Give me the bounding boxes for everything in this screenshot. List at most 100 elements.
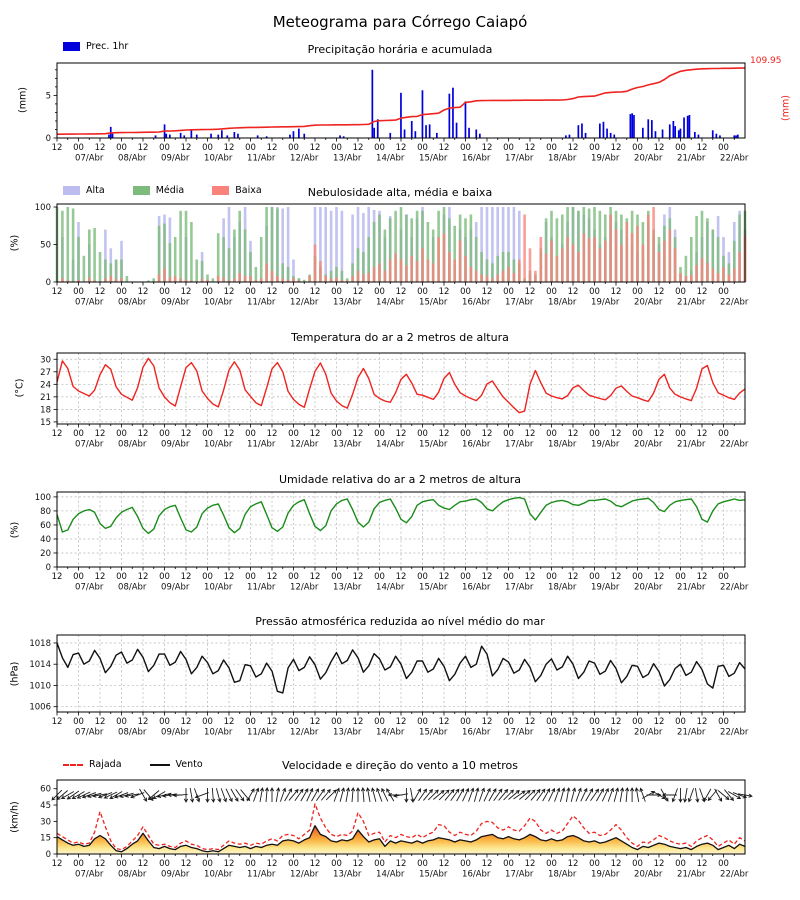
svg-text:12: 12 [482, 717, 493, 727]
svg-text:15: 15 [40, 418, 51, 428]
svg-text:00: 00 [503, 859, 514, 869]
svg-text:00: 00 [589, 287, 600, 297]
svg-text:12: 12 [267, 859, 278, 869]
media-swatch-icon [132, 186, 150, 195]
svg-text:12/Abr: 12/Abr [290, 154, 319, 164]
gust-line [56, 803, 746, 851]
svg-text:14/Abr: 14/Abr [376, 870, 405, 880]
svg-text:11/Abr: 11/Abr [247, 583, 276, 593]
svg-text:00: 00 [73, 429, 84, 439]
svg-text:50: 50 [40, 241, 51, 251]
svg-text:19/Abr: 19/Abr [591, 298, 620, 308]
svg-text:09/Abr: 09/Abr [161, 583, 190, 593]
svg-text:12: 12 [697, 143, 708, 153]
svg-text:12: 12 [482, 429, 493, 439]
svg-text:12: 12 [95, 572, 106, 582]
svg-text:00: 00 [245, 717, 256, 727]
cloud-bars-baixa [61, 207, 747, 283]
svg-text:00: 00 [546, 143, 557, 153]
svg-text:1010: 1010 [29, 681, 51, 691]
vento-label: Vento [175, 759, 203, 770]
panel-temperature: 12 00 12 00 12 00 12 00 12 00 12 00 12 00 12 00 12 00 12 00… [40, 352, 749, 450]
legend-item-media: Média [132, 185, 184, 196]
svg-text:12: 12 [611, 572, 622, 582]
svg-text:00: 00 [202, 429, 213, 439]
right-ylabel-cumulative: (mm) [780, 95, 792, 121]
panel-title-precipitation: Precipitação horária e acumulada [307, 43, 493, 56]
svg-text:17/Abr: 17/Abr [505, 870, 534, 880]
svg-text:07/Abr: 07/Abr [75, 728, 104, 738]
svg-text:12: 12 [482, 572, 493, 582]
svg-text:00: 00 [159, 859, 170, 869]
svg-text:1018: 1018 [29, 639, 51, 649]
svg-text:12: 12 [482, 287, 493, 297]
svg-text:07/Abr: 07/Abr [75, 154, 104, 164]
svg-text:12: 12 [525, 429, 536, 439]
svg-text:20/Abr: 20/Abr [634, 583, 663, 593]
svg-text:00: 00 [503, 287, 514, 297]
svg-text:12/Abr: 12/Abr [290, 583, 319, 593]
alta-label: Alta [86, 185, 105, 196]
svg-text:12: 12 [138, 859, 149, 869]
ylabel-wind: (km/h) [9, 801, 21, 833]
svg-text:00: 00 [546, 287, 557, 297]
svg-text:00: 00 [202, 572, 213, 582]
legend-item-alta: Alta [63, 185, 105, 196]
svg-text:17/Abr: 17/Abr [505, 728, 534, 738]
svg-text:12: 12 [224, 429, 235, 439]
svg-text:12: 12 [568, 572, 579, 582]
svg-text:20/Abr: 20/Abr [634, 728, 663, 738]
svg-text:00: 00 [632, 429, 643, 439]
svg-text:18/Abr: 18/Abr [548, 440, 577, 450]
panel-precipitation: 12 00 12 00 12 00 12 00 12 00 12 00 12 00 12 00 12 00 12 00… [46, 62, 749, 164]
svg-text:12: 12 [138, 429, 149, 439]
svg-text:13/Abr: 13/Abr [333, 870, 362, 880]
pressure-line [56, 642, 746, 694]
svg-text:0: 0 [46, 134, 51, 144]
svg-text:12: 12 [310, 429, 321, 439]
svg-text:00: 00 [460, 143, 471, 153]
legend-item-prec1hr: Prec. 1hr [63, 41, 128, 52]
svg-text:00: 00 [288, 287, 299, 297]
prec-1hr-swatch-icon [63, 42, 80, 51]
panel-wind: 12 00 12 00 12 00 12 00 12 00 12 00 12 00 12 00 12 00 12 00… [40, 779, 753, 880]
page-title: Meteograma para Córrego Caiapó [272, 13, 528, 31]
svg-text:12: 12 [439, 143, 450, 153]
svg-text:09/Abr: 09/Abr [161, 440, 190, 450]
svg-text:17/Abr: 17/Abr [505, 440, 534, 450]
svg-text:18/Abr: 18/Abr [548, 870, 577, 880]
svg-text:12: 12 [310, 717, 321, 727]
svg-text:00: 00 [159, 287, 170, 297]
svg-text:15/Abr: 15/Abr [419, 440, 448, 450]
panel-humidity: 12 00 12 00 12 00 12 00 12 00 12 00 12 00 12 00 12 00 12 00… [35, 491, 749, 593]
svg-text:00: 00 [417, 143, 428, 153]
svg-text:08/Abr: 08/Abr [118, 870, 147, 880]
svg-text:00: 00 [417, 287, 428, 297]
svg-text:07/Abr: 07/Abr [75, 870, 104, 880]
svg-text:00: 00 [159, 143, 170, 153]
svg-text:17/Abr: 17/Abr [505, 298, 534, 308]
svg-text:12: 12 [525, 859, 536, 869]
svg-text:00: 00 [116, 429, 127, 439]
svg-text:00: 00 [417, 859, 428, 869]
wind-direction-arrows [51, 787, 753, 803]
svg-text:00: 00 [73, 717, 84, 727]
svg-text:00: 00 [331, 572, 342, 582]
svg-text:22/Abr: 22/Abr [720, 440, 749, 450]
svg-text:00: 00 [589, 143, 600, 153]
svg-text:60: 60 [40, 521, 51, 531]
svg-text:27: 27 [40, 368, 51, 378]
svg-text:00: 00 [718, 572, 729, 582]
svg-text:12: 12 [611, 429, 622, 439]
panel-title-temperature: Temperatura do ar a 2 metros de altura [291, 331, 509, 344]
svg-text:5: 5 [46, 91, 51, 101]
svg-text:1014: 1014 [29, 660, 51, 670]
svg-text:20/Abr: 20/Abr [634, 440, 663, 450]
svg-text:00: 00 [546, 717, 557, 727]
svg-text:21/Abr: 21/Abr [677, 154, 706, 164]
svg-text:00: 00 [546, 429, 557, 439]
svg-text:12: 12 [267, 287, 278, 297]
svg-text:00: 00 [245, 859, 256, 869]
svg-text:11/Abr: 11/Abr [247, 440, 276, 450]
svg-text:12: 12 [568, 859, 579, 869]
